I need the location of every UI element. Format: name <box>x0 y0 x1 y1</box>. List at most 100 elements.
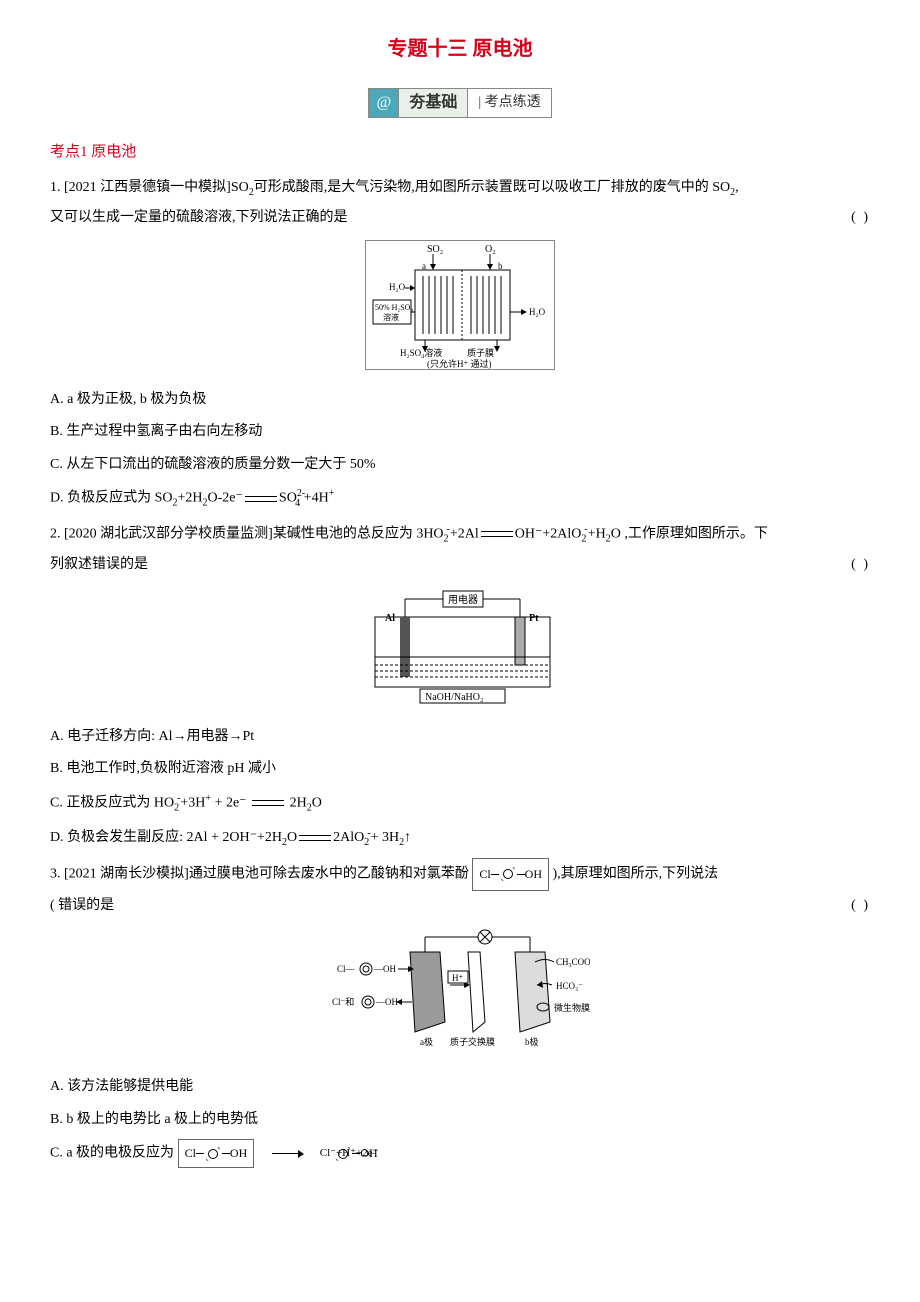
fig1-a: a <box>422 261 426 271</box>
eq-icon <box>245 496 277 502</box>
q2c5: O <box>312 796 322 811</box>
q3-paren: ( ) <box>851 891 870 922</box>
chlorophenol-inline: Cl OH <box>472 858 549 890</box>
q2s5: O ,工作原理如图所示。下 <box>611 527 768 542</box>
fig1-so2: SO₂ <box>427 244 443 255</box>
inl-r: OH <box>525 861 542 887</box>
q2-options: A. 电子迁移方向: Al→用电器→Pt B. 电池工作时,负极附近溶液 pH … <box>50 724 870 852</box>
q2c2: +3H <box>180 796 205 811</box>
badge-div: | <box>478 90 481 117</box>
svg-text:Cl⁻和: Cl⁻和 <box>332 997 354 1007</box>
q2s2: +2Al <box>450 527 479 542</box>
q2-figure: 用电器 Al Pt NaOH/NaHO₂ <box>50 587 870 718</box>
question-2: 2. [2020 湖北武汉部分学校质量监测]某碱性电池的总反应为 3HO2-+2… <box>50 519 870 581</box>
q2d2: O <box>287 830 297 845</box>
eq-icon <box>299 835 331 841</box>
q2-opt-d: D. 负极会发生副反应: 2Al + 2OH⁻+2H2O2AlO2-+ 3H2↑ <box>50 823 870 852</box>
svg-text:Cl—: Cl— <box>337 964 356 974</box>
fig1-h2o-r: H₂O <box>529 307 546 317</box>
svg-text:微生物膜: 微生物膜 <box>554 1002 590 1013</box>
svg-text:质子交换膜: 质子交换膜 <box>450 1036 495 1047</box>
q3-opt-a: A. 该方法能够提供电能 <box>50 1074 870 1101</box>
svg-text:a极: a极 <box>420 1036 433 1047</box>
svg-text:CH₃COO⁻: CH₃COO⁻ <box>556 957 590 967</box>
q1-s2: 可形成酸雨,是大气污染物,用如图所示装置既可以吸收工厂排放的废气中的 SO <box>254 180 730 195</box>
badge-sub-text: 考点练透 <box>485 90 541 117</box>
svg-text:HCO₃⁻: HCO₃⁻ <box>556 981 583 991</box>
fig1-lb2: 溶液 <box>383 312 399 322</box>
arrow-icon <box>272 1150 304 1158</box>
page-title: 专题十三 原电池 <box>50 30 870 68</box>
fig2-al: Al <box>385 613 395 624</box>
q3-stem-line1: 3. [2021 湖南长沙模拟]通过膜电池可除去废水中的乙酸钠和对氯苯酚 ClO… <box>50 858 870 890</box>
q1-figure: SO₂ O₂ a b H₂O 50% H₂SO₄ 溶液 H₂O H₂SO <box>50 240 870 381</box>
q3c1: C. a 极的电极反应为 <box>50 1146 174 1161</box>
fig1-note: (只允许H⁺ 通过) <box>427 358 492 369</box>
badge-icon: @ <box>368 88 398 118</box>
fig1-o2: O₂ <box>485 244 496 255</box>
q1d5: +4H <box>300 491 329 506</box>
eq-icon <box>481 531 513 537</box>
q2c3: + 2e⁻ <box>211 796 247 811</box>
q3-opt-b: B. b 极上的电势比 a 极上的电势低 <box>50 1107 870 1134</box>
question-1: 1. [2021 江西景德镇一中模拟]SO2可形成酸雨,是大气污染物,用如图所示… <box>50 173 870 235</box>
q2-opt-b: B. 电池工作时,负极附近溶液 pH 减小 <box>50 756 870 783</box>
q2d3: 2AlO <box>333 830 364 845</box>
q1-paren: ( ) <box>851 203 870 234</box>
q3-options: A. 该方法能够提供电能 B. b 极上的电势比 a 极上的电势低 C. a 极… <box>50 1074 870 1168</box>
q2-opt-c: C. 正极反应式为 HO2-+3H+ + 2e⁻ 2H2O <box>50 789 870 817</box>
knowledge-point-1: 考点1 原电池 <box>50 138 870 167</box>
up-arrow-icon: ↑ <box>404 828 411 844</box>
fig1-h2o-l: H₂O <box>389 282 406 292</box>
q2d1: D. 负极会发生副反应: 2Al + 2OH⁻+2H <box>50 830 282 845</box>
q2-opt-a: A. 电子迁移方向: Al→用电器→Pt <box>50 724 870 751</box>
fig1-lb1: 50% H₂SO₄ <box>375 303 413 312</box>
fig1-br: 质子膜 <box>467 347 494 358</box>
q1-options: A. a 极为正极, b 极为负极 B. 生产过程中氢离子由右向左移动 C. 从… <box>50 387 870 513</box>
q3s2: ),其原理如图所示,下列说法 <box>553 867 719 882</box>
q1-s4: 又可以生成一定量的硫酸溶液,下列说法正确的是 <box>50 203 348 234</box>
svg-text:—OH: —OH <box>373 964 396 974</box>
q3-opt-c: C. a 极的电极反应为 ClOH Cl⁻+H⁺+2e⁻ OH <box>50 1139 870 1168</box>
svg-text:—OH: —OH <box>375 997 398 1007</box>
badge-main: 夯基础 <box>398 88 467 118</box>
fig1-bl: H₂SO₄溶液 <box>400 347 442 358</box>
question-3: 3. [2021 湖南长沙模拟]通过膜电池可除去废水中的乙酸钠和对氯苯酚 ClO… <box>50 858 870 921</box>
inl-l: Cl <box>479 861 490 887</box>
svg-text:H⁺: H⁺ <box>452 973 463 983</box>
q2-paren: ( ) <box>851 550 870 581</box>
q2s1: 2. [2020 湖北武汉部分学校质量监测]某碱性电池的总反应为 3HO <box>50 527 444 542</box>
q2s3: OH⁻+2AlO <box>515 527 582 542</box>
fig1-b: b <box>498 261 503 271</box>
badge-sub: | 考点练透 <box>467 88 551 118</box>
q3c-benzene-1: ClOH <box>178 1139 255 1168</box>
badge-wrap: @ 夯基础 | 考点练透 <box>50 88 870 118</box>
q1-s1: 1. [2021 江西景德镇一中模拟]SO <box>50 180 249 195</box>
q2-stem-line1: 2. [2020 湖北武汉部分学校质量监测]某碱性电池的总反应为 3HO2-+2… <box>50 519 870 550</box>
eq-icon <box>252 800 284 806</box>
q1-stem-line1: 1. [2021 江西景德镇一中模拟]SO2可形成酸雨,是大气污染物,用如图所示… <box>50 173 870 204</box>
q2c4: 2H <box>290 796 307 811</box>
q3-figure: H⁺ Cl— —OH Cl⁻和 —OH CH₃COO⁻ HCO₃⁻ 微生物膜 a… <box>50 927 870 1068</box>
q1-opt-c: C. 从左下口流出的硫酸溶液的质量分数一定大于 50% <box>50 452 870 479</box>
q2-stem-line2: 列叙述错误的是 ( ) <box>50 550 870 581</box>
q1-stem-line2: 又可以生成一定量的硫酸溶液,下列说法正确的是 ( ) <box>50 203 870 234</box>
q3s3: ( 错误的是 <box>50 891 114 922</box>
q1d2: +2H <box>178 491 203 506</box>
q1d3: O-2e⁻ <box>208 491 243 506</box>
q1-opt-d: D. 负极反应式为 SO2+2H2O-2e⁻SO2-4 +4H+ <box>50 484 870 512</box>
fig2-pt: Pt <box>529 613 539 624</box>
q3c-benzene-2: Cl⁻+H⁺+2e⁻ OH <box>312 1142 378 1165</box>
q2s4: +H <box>588 527 606 542</box>
fig2-top: 用电器 <box>448 593 478 606</box>
q2s6: 列叙述错误的是 <box>50 550 148 581</box>
section-badge: @ 夯基础 | 考点练透 <box>368 88 551 118</box>
svg-text:b极: b极 <box>525 1036 539 1047</box>
q3cl: Cl <box>185 1142 196 1165</box>
fig2-bot: NaOH/NaHO₂ <box>425 692 483 703</box>
q2c1: C. 正极反应式为 HO <box>50 796 174 811</box>
q1-opt-a: A. a 极为正极, b 极为负极 <box>50 387 870 414</box>
q1-s3: , <box>735 180 739 195</box>
q1d1: D. 负极反应式为 SO <box>50 491 173 506</box>
q2d4: + 3H <box>371 830 400 845</box>
